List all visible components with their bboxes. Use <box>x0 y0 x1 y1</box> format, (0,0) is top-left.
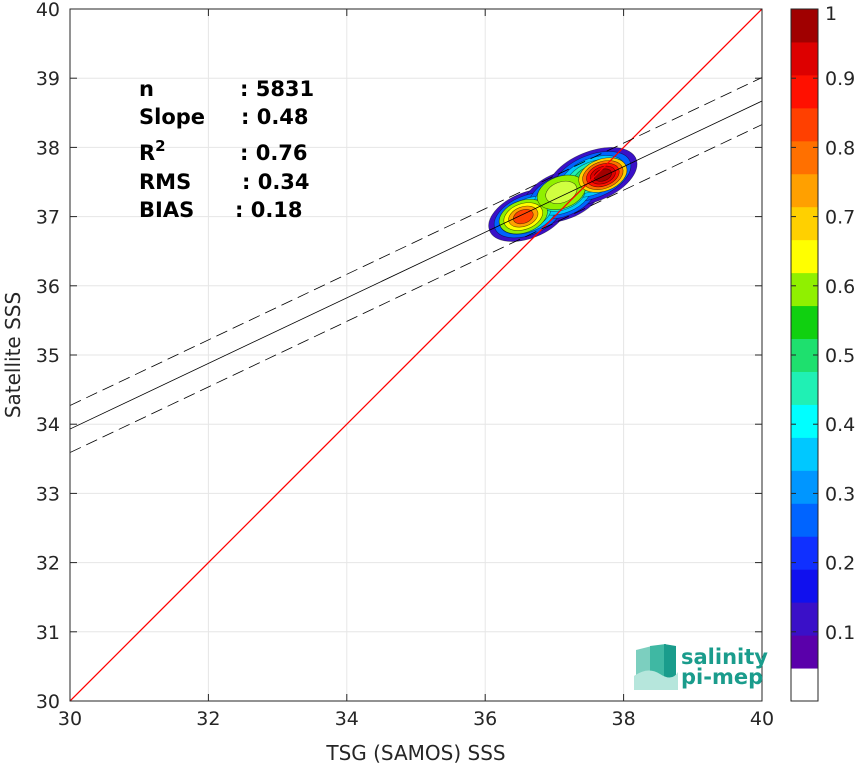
colorbar-tick-label: 0.1 <box>825 622 855 644</box>
y-tick-label: 30 <box>36 691 60 713</box>
y-tick-label: 40 <box>36 0 60 21</box>
colorbar-segment <box>791 107 818 142</box>
colorbar-segment <box>791 437 818 471</box>
x-tick-label: 40 <box>750 708 774 730</box>
x-axis-label: TSG (SAMOS) SSS <box>325 741 505 765</box>
colorbar-segment <box>791 371 818 405</box>
colorbar-tick-label: 0.2 <box>825 553 855 575</box>
regression-lines <box>70 9 762 701</box>
stat-label: RMS <box>139 170 191 194</box>
colorbar-tick-label: 0.4 <box>825 414 855 436</box>
y-tick-label: 37 <box>36 207 60 229</box>
colorbar-segment <box>791 569 818 603</box>
stat-label: BIAS <box>139 198 194 222</box>
y-tick-label: 33 <box>36 483 60 505</box>
density-peak <box>545 180 578 204</box>
logo-text-line2: pi-mep <box>681 665 763 689</box>
colorbar-segment <box>791 668 818 702</box>
stat-value: : 0.48 <box>241 105 309 129</box>
colorbar-segment <box>791 173 818 208</box>
x-tick-label: 38 <box>612 708 636 730</box>
y-tick-label: 31 <box>36 622 60 644</box>
y-tick-label: 36 <box>36 276 60 298</box>
density-peak <box>512 209 534 225</box>
stat-value: : 5831 <box>240 77 314 101</box>
stat-label: n <box>139 77 154 101</box>
colorbar-tick-label: 0.9 <box>825 68 855 90</box>
x-tick-label: 36 <box>473 708 497 730</box>
colorbar-segment <box>791 635 818 669</box>
y-tick-label: 39 <box>36 68 60 90</box>
stat-label: Slope <box>139 105 205 129</box>
y-tick-label: 32 <box>36 553 60 575</box>
colorbar-segment <box>791 272 818 307</box>
colorbar-segment <box>791 239 818 274</box>
x-tick-label: 34 <box>335 708 359 730</box>
stat-value: : 0.18 <box>235 198 303 222</box>
statistics-box: n : 5831 Slope : 0.48 R2 : 0.76 RMS : 0.34 BIAS:… <box>139 77 314 222</box>
colorbar-segment <box>791 74 818 109</box>
y-tick-label: 34 <box>36 414 60 436</box>
colorbar-segment <box>791 41 818 76</box>
colorbar: 0.1 0.2 0.3 0.4 0.5 0.6 0.7 0.8 0.9 1 <box>790 3 855 702</box>
colorbar-segment <box>791 503 818 537</box>
colorbar-segment <box>791 470 818 504</box>
y-axis-ticks: 30 31 32 33 34 35 36 37 38 39 40 <box>36 0 762 713</box>
fit-line <box>70 100 762 430</box>
y-axis-label: Satellite SSS <box>1 292 25 418</box>
x-tick-label: 32 <box>196 708 220 730</box>
stat-value: : 0.76 <box>240 141 308 165</box>
colorbar-tick-label: 0.8 <box>825 137 855 159</box>
colorbar-tick-label: 1 <box>825 3 837 25</box>
logo-icon <box>634 644 678 690</box>
stat-label: R2 <box>139 137 166 165</box>
y-tick-label: 35 <box>36 345 60 367</box>
fit-upper-bound-line <box>70 77 762 406</box>
identity-line <box>70 9 762 701</box>
colorbar-tick-label: 0.7 <box>825 207 855 229</box>
colorbar-tick-label: 0.6 <box>825 276 855 298</box>
salinity-pi-mep-logo: salinity pi-mep <box>634 644 768 690</box>
logo-text-line1: salinity <box>681 645 768 669</box>
colorbar-segment <box>791 602 818 636</box>
colorbar-segment <box>791 206 818 241</box>
colorbar-segment <box>791 404 818 438</box>
colorbar-segment <box>791 140 818 175</box>
colorbar-segment <box>791 9 818 43</box>
stat-value: : 0.34 <box>242 170 310 194</box>
colorbar-segment <box>791 536 818 570</box>
fit-lower-bound-line <box>70 124 762 453</box>
y-tick-label: 38 <box>36 137 60 159</box>
density-contours <box>488 147 638 242</box>
colorbar-tick-label: 0.3 <box>825 483 855 505</box>
colorbar-segment <box>791 305 818 340</box>
colorbar-tick-label: 0.5 <box>825 345 855 367</box>
x-tick-label: 30 <box>58 708 82 730</box>
x-axis-ticks: 30 32 34 36 38 40 <box>58 9 774 730</box>
